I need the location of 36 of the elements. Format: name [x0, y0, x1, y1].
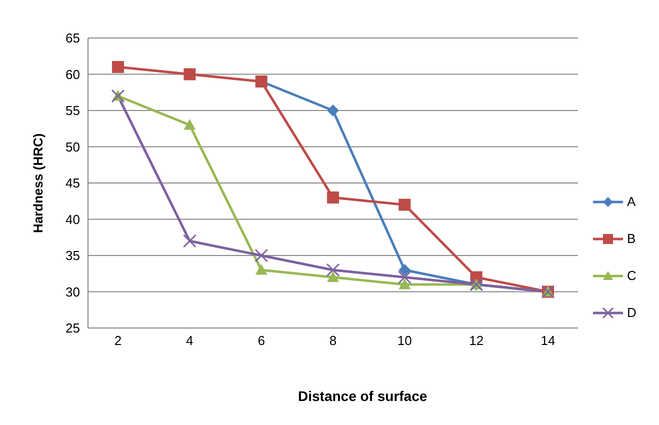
- x-tick-label: 8: [329, 333, 337, 348]
- point: [398, 264, 411, 276]
- x-tick-label: 6: [258, 333, 265, 348]
- point: [398, 270, 412, 284]
- y-tick-label: 50: [66, 139, 80, 154]
- point: [254, 248, 268, 262]
- point: [182, 234, 196, 248]
- point: [398, 198, 411, 211]
- point: [327, 104, 339, 116]
- point: [327, 271, 339, 282]
- y-tick-label: 25: [66, 320, 80, 336]
- y-tick-label: 45: [66, 176, 80, 191]
- y-axis-title: Hardness (HRC): [30, 133, 46, 233]
- legend-label: A: [627, 194, 636, 209]
- point: [326, 263, 340, 277]
- x-tick-label: 12: [469, 333, 484, 348]
- y-tick-label: 55: [66, 103, 80, 118]
- legend-label: C: [627, 268, 636, 283]
- legend-label: B: [627, 231, 636, 246]
- point: [398, 278, 411, 290]
- x-tick-label: 14: [540, 333, 556, 348]
- point: [327, 192, 339, 204]
- y-tick-label: 65: [66, 30, 80, 46]
- x-tick-label: 4: [186, 333, 194, 348]
- point: [184, 68, 196, 80]
- legend-label: D: [627, 305, 636, 320]
- point: [184, 119, 196, 130]
- x-tick-label: 10: [397, 333, 412, 348]
- x-tick-label: 2: [114, 333, 122, 348]
- y-tick-label: 40: [66, 212, 80, 227]
- y-tick-label: 60: [66, 66, 80, 82]
- x-axis-title: Distance of surface: [298, 388, 428, 404]
- point: [255, 264, 268, 275]
- point: [112, 61, 124, 73]
- y-tick-label: 35: [66, 248, 80, 264]
- y-tick-label: 30: [66, 284, 80, 300]
